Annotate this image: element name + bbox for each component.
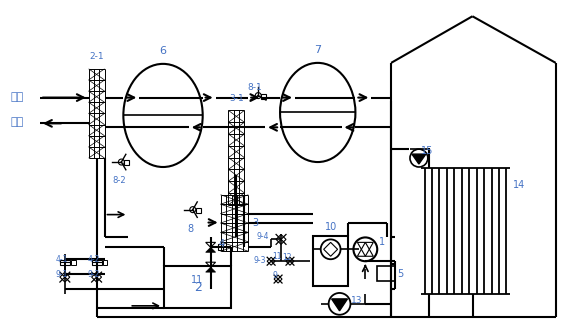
Text: 9-1: 9-1 — [55, 270, 68, 279]
Text: 14: 14 — [513, 180, 525, 190]
Bar — [378, 266, 395, 281]
Bar — [164, 266, 232, 308]
Bar — [71, 260, 76, 265]
Text: 9-4: 9-4 — [257, 232, 269, 242]
Text: 9-3: 9-3 — [253, 256, 266, 265]
Text: 8-2: 8-2 — [113, 176, 126, 185]
Text: 8: 8 — [188, 223, 194, 233]
Bar — [313, 237, 348, 286]
Text: 3: 3 — [252, 218, 259, 228]
Text: 4: 4 — [219, 240, 225, 249]
Text: 新风: 新风 — [10, 91, 23, 102]
Text: 7: 7 — [314, 45, 321, 55]
Text: 2: 2 — [194, 280, 202, 293]
Text: 排风: 排风 — [10, 117, 23, 127]
Polygon shape — [206, 267, 216, 272]
Polygon shape — [412, 154, 426, 164]
Text: 6: 6 — [160, 46, 166, 56]
Bar — [124, 160, 129, 165]
Text: 12: 12 — [282, 253, 292, 262]
Text: 4-1: 4-1 — [55, 255, 68, 264]
Bar — [92, 260, 102, 265]
Polygon shape — [332, 299, 347, 311]
Text: 11: 11 — [272, 252, 281, 261]
Text: 1: 1 — [379, 238, 386, 248]
Bar — [261, 93, 266, 98]
Text: 8-1: 8-1 — [247, 83, 261, 92]
Text: 9-2: 9-2 — [88, 270, 100, 279]
Bar — [60, 260, 70, 265]
Text: 11: 11 — [191, 275, 203, 285]
Polygon shape — [206, 247, 216, 252]
Bar — [196, 208, 201, 213]
Text: 4-2: 4-2 — [88, 255, 100, 264]
Text: 5: 5 — [397, 269, 403, 279]
Text: 2-1: 2-1 — [89, 52, 104, 61]
Text: 15: 15 — [421, 146, 433, 156]
Text: 9: 9 — [273, 271, 277, 280]
Bar — [217, 244, 223, 250]
Text: 10: 10 — [324, 222, 337, 232]
Bar — [102, 260, 108, 265]
Text: 13: 13 — [351, 296, 363, 305]
Text: 3-1: 3-1 — [229, 93, 244, 103]
